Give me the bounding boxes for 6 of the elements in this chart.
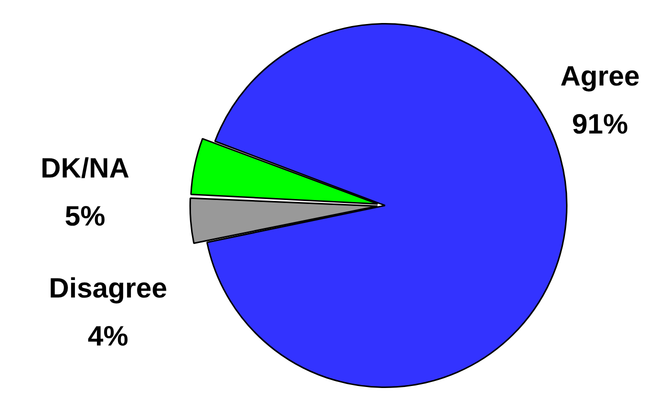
data-label: 4%	[88, 320, 128, 352]
slice-label: Agree	[560, 60, 640, 92]
data-label: 5%	[64, 200, 106, 232]
slice-label: DK/NA	[40, 152, 130, 184]
data-label: 91%	[572, 108, 628, 140]
slice-label: Disagree	[48, 272, 168, 304]
